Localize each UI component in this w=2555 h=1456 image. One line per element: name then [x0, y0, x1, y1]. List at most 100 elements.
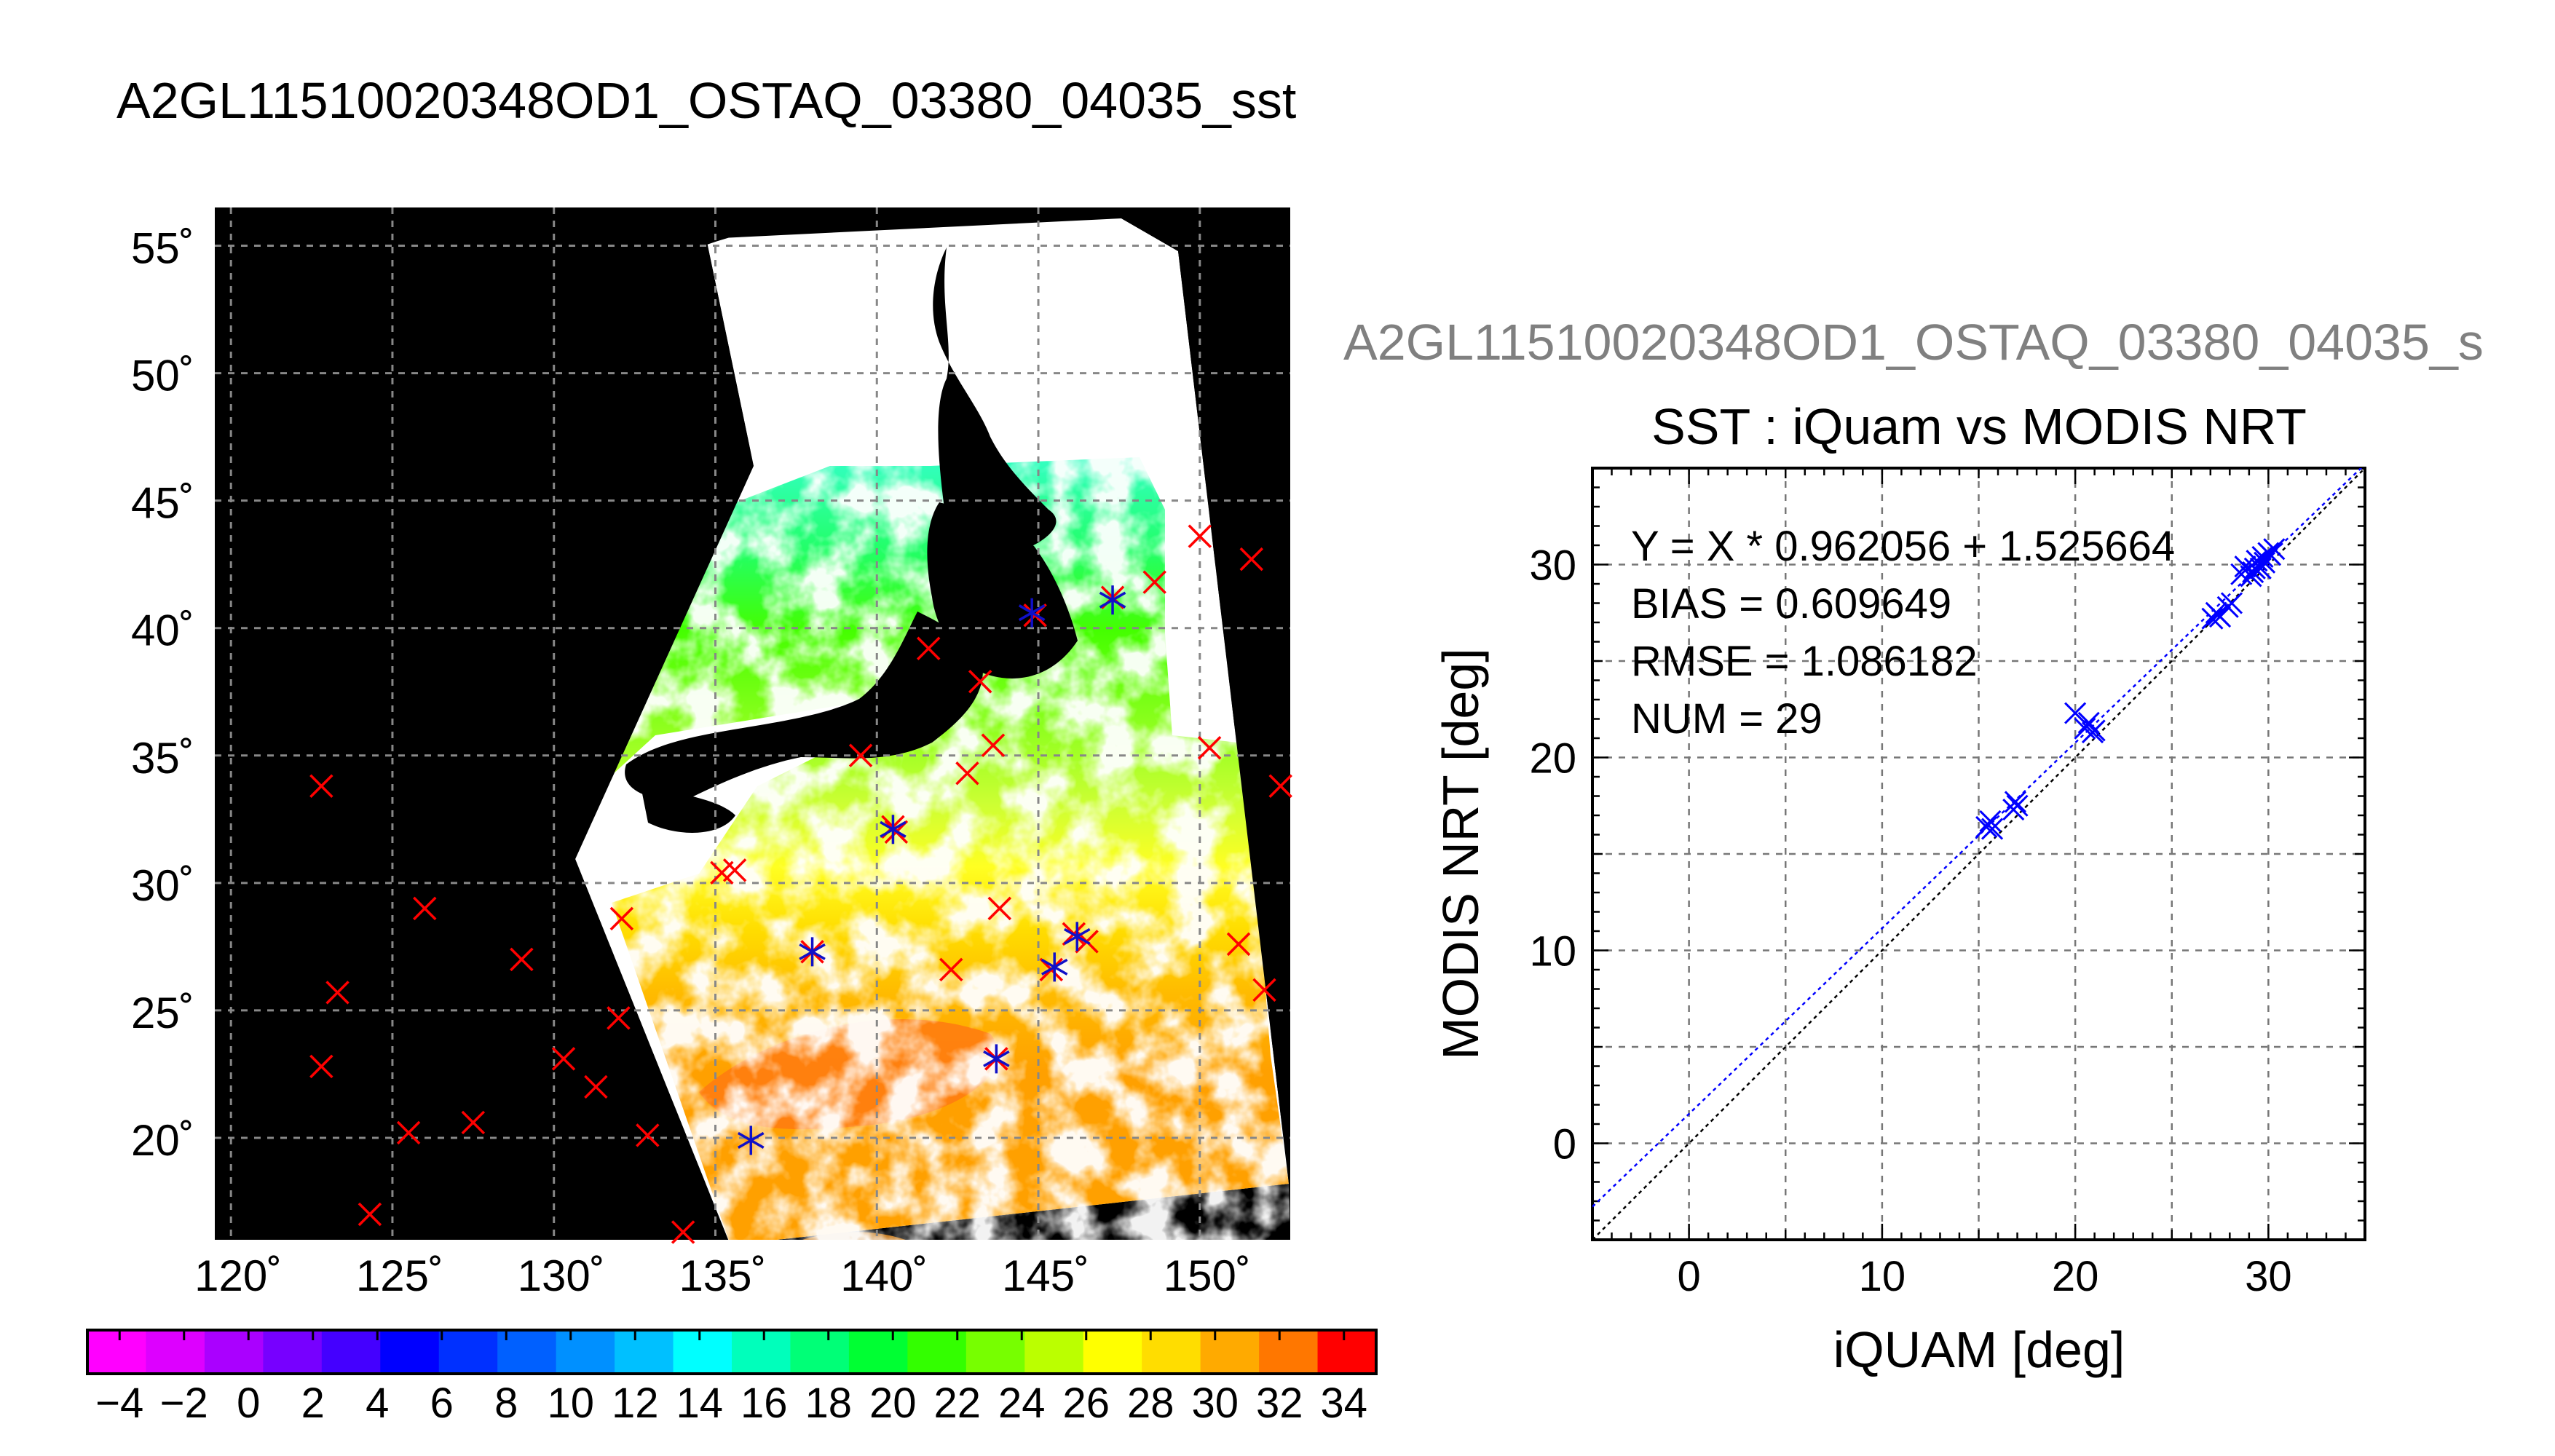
buoy-red-x [1197, 736, 1222, 760]
lon-tick-label: 125˚ [356, 1251, 443, 1300]
colorbar-tick-label: 14 [676, 1380, 723, 1427]
buoy-red-x [1142, 570, 1166, 594]
scatter-point [2243, 557, 2266, 579]
scatter-point [2074, 717, 2096, 740]
lat-tick-label: 25˚ [131, 989, 194, 1037]
colorbar-tick-label: 8 [494, 1380, 518, 1427]
buoy-red-x [358, 1202, 382, 1227]
buoy-red-x [584, 1075, 608, 1099]
buoy-red-x [981, 733, 1006, 757]
colorbar-tick-labels: −4 −2 0 2 4 6 8 10 12 14 16 18 20 22 24 26 28 30 32 34 [95, 1330, 1367, 1427]
colorbar-cell [87, 1330, 147, 1374]
colorbar-cell [321, 1330, 382, 1374]
colorbar-cell [438, 1330, 499, 1374]
scatter-y-tick-label: 10 [1529, 928, 1576, 976]
buoy-blue-star [1018, 598, 1046, 628]
lon-tick-label: 130˚ [518, 1251, 605, 1300]
scatter-points [1975, 538, 2286, 840]
colorbar-tick-label: 20 [869, 1380, 917, 1427]
scatter-annotation: Y = X * 0.962056 + 1.525664 [1631, 523, 2175, 570]
scatter-point [2004, 791, 2026, 813]
lon-tick-label: 135˚ [679, 1251, 766, 1300]
scatter-point [2263, 538, 2286, 561]
buoy-blue-star [799, 937, 826, 967]
colorbar-tick-label: −4 [95, 1380, 143, 1427]
scatter-point [1981, 818, 2004, 840]
buoy-red-x [968, 669, 992, 694]
lon-tick-label: 120˚ [194, 1251, 282, 1300]
colorbar-tick-label: 28 [1127, 1380, 1174, 1427]
longitude-tick-labels: 120˚ 125˚ 130˚ 135˚ 140˚ 145˚ 150˚ [194, 1251, 1251, 1300]
buoy-blue-star [983, 1044, 1010, 1074]
buoy-red-x [607, 1006, 631, 1030]
scatter-point [2201, 607, 2224, 630]
scatter-point [2251, 545, 2274, 568]
scatter-figure-title: A2GL11510020348OD1_OSTAQ_03380_04035_s [1343, 314, 2484, 371]
colorbar-cell [673, 1330, 732, 1374]
scatter-ticks [1591, 467, 2366, 1241]
lat-tick-label: 45˚ [131, 479, 194, 528]
colorbar-tick-label: 6 [430, 1380, 454, 1427]
buoy-blue-star [1063, 922, 1091, 951]
colorbar-cell [1259, 1330, 1319, 1374]
colorbar-cell [615, 1330, 674, 1374]
scatter-annotation: BIAS = 0.609649 [1631, 580, 1951, 628]
figure-title: A2GL11510020348OD1_OSTAQ_03380_04035_sst [117, 72, 1297, 129]
scatter-y-tick-label: 20 [1529, 735, 1576, 783]
buoy-red-x [413, 896, 437, 921]
buoy-red-x [955, 761, 979, 786]
scatter-x-tick-label: 10 [1859, 1253, 1906, 1300]
lat-tick-label: 30˚ [131, 861, 194, 910]
scatter-x-tick-label: 0 [1677, 1253, 1700, 1300]
scatter-y-tick-label: 0 [1553, 1121, 1576, 1168]
buoy-red-x [309, 774, 333, 799]
colorbar-cells [87, 1330, 1377, 1374]
colorbar-cell [965, 1330, 1026, 1374]
scatter-point [1979, 810, 2002, 833]
colorbar-tick-label: 16 [741, 1380, 788, 1427]
scatter-annotations: Y = X * 0.962056 + 1.525664 BIAS = 0.6096… [1631, 523, 2175, 743]
buoy-red-x [671, 1220, 695, 1244]
latitude-tick-labels: 55˚ 50˚ 45˚ 40˚ 35˚ 30˚ 25˚ 20˚ [131, 224, 194, 1165]
scatter-y-axis-label: MODIS NRT [deg] [1432, 648, 1489, 1059]
buoy-red-x [609, 906, 634, 931]
buoy-blue-star [1099, 585, 1126, 615]
colorbar-tick-label: 34 [1320, 1380, 1367, 1427]
colorbar-cell [1200, 1330, 1260, 1374]
colorbar-tick-label: 24 [998, 1380, 1046, 1427]
scatter-annotation: RMSE = 1.086182 [1631, 638, 1978, 685]
colorbar-cell [848, 1330, 909, 1374]
buoy-red-x [987, 896, 1012, 921]
scatter-point [2064, 702, 2087, 724]
map-gridlines [215, 207, 1290, 1240]
scatter-x-tick-label: 20 [2052, 1253, 2099, 1300]
lat-tick-label: 50˚ [131, 352, 194, 400]
buoy-red-x [309, 1054, 333, 1079]
buoy-red-x [939, 957, 963, 982]
buoy-red-x [722, 858, 747, 882]
scatter-point [2006, 794, 2029, 817]
colorbar-tick-label: 22 [933, 1380, 981, 1427]
lat-tick-label: 35˚ [131, 734, 194, 783]
colorbar-tick-label: 26 [1062, 1380, 1110, 1427]
scatter-x-tick-labels: 0 10 20 30 [1677, 1253, 2291, 1300]
colorbar-tick-label: −2 [160, 1380, 208, 1427]
lat-tick-label: 40˚ [131, 606, 194, 655]
buoy-red-x [916, 636, 941, 660]
colorbar-tick-label: 18 [805, 1380, 852, 1427]
colorbar-tick-label: 0 [237, 1380, 260, 1427]
colorbar-cell [1083, 1330, 1143, 1374]
scatter-point [2259, 544, 2282, 566]
scatter-point [2220, 592, 2243, 614]
buoy-red-x [510, 947, 534, 972]
lon-tick-label: 145˚ [1002, 1251, 1089, 1300]
lon-tick-label: 140˚ [840, 1251, 928, 1300]
lat-tick-label: 55˚ [131, 224, 194, 273]
buoy-blue-star [1040, 952, 1068, 982]
scatter-point [1975, 815, 1998, 838]
scatter-x-tick-label: 30 [2245, 1253, 2292, 1300]
scatter-x-axis-label: iQUAM [deg] [1833, 1321, 2125, 1378]
colorbar-cell [497, 1330, 557, 1374]
colorbar-cell [146, 1330, 205, 1374]
buoy-red-x [1188, 524, 1212, 548]
